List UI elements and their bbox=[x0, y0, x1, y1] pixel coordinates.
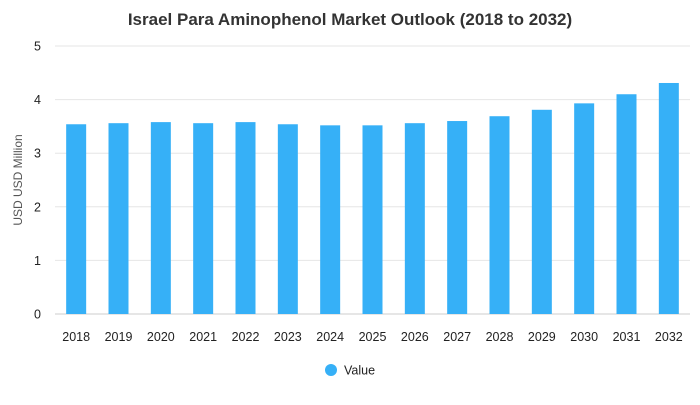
y-tick-label: 2 bbox=[34, 200, 41, 214]
x-tick-label: 2019 bbox=[105, 330, 133, 344]
bar-2026[interactable] bbox=[404, 123, 425, 315]
legend-swatch-value[interactable] bbox=[325, 364, 337, 376]
bar-2020[interactable] bbox=[150, 122, 171, 314]
x-tick-label: 2024 bbox=[316, 330, 344, 344]
bar-2032[interactable] bbox=[658, 82, 679, 314]
y-tick-label: 3 bbox=[34, 147, 41, 161]
x-axis-ticks: 2018 2019 2020 2021 2022 2023 2024 2025 2026 2027… bbox=[62, 330, 683, 344]
legend-label-value[interactable]: Value bbox=[344, 364, 375, 378]
x-tick-label: 2020 bbox=[147, 330, 175, 344]
bar-2019[interactable] bbox=[108, 123, 129, 315]
x-tick-label: 2032 bbox=[655, 330, 683, 344]
x-tick-label: 2025 bbox=[359, 330, 387, 344]
chart-title: Israel Para Aminophenol Market Outlook (… bbox=[128, 10, 572, 29]
y-tick-label: 1 bbox=[34, 254, 41, 268]
legend[interactable]: Value bbox=[325, 364, 375, 378]
bar-2023[interactable] bbox=[277, 124, 298, 314]
y-axis-label: USD USD Million bbox=[11, 134, 25, 225]
x-tick-label: 2026 bbox=[401, 330, 429, 344]
bar-2018[interactable] bbox=[66, 124, 87, 314]
y-axis-ticks: 0 1 2 3 4 5 bbox=[34, 40, 41, 322]
y-tick-label: 5 bbox=[34, 40, 41, 54]
x-tick-label: 2031 bbox=[613, 330, 641, 344]
bar-2025[interactable] bbox=[362, 125, 383, 314]
bar-2030[interactable] bbox=[574, 103, 595, 315]
bar-2028[interactable] bbox=[489, 116, 510, 314]
y-tick-label: 4 bbox=[34, 93, 41, 107]
bars bbox=[66, 82, 679, 315]
x-tick-label: 2022 bbox=[232, 330, 260, 344]
bar-2021[interactable] bbox=[193, 123, 214, 315]
bar-2029[interactable] bbox=[531, 109, 552, 314]
x-tick-label: 2021 bbox=[189, 330, 217, 344]
bar-2024[interactable] bbox=[320, 125, 341, 314]
x-tick-label: 2023 bbox=[274, 330, 302, 344]
x-tick-label: 2030 bbox=[570, 330, 598, 344]
x-tick-label: 2027 bbox=[443, 330, 471, 344]
y-tick-label: 0 bbox=[34, 308, 41, 322]
x-tick-label: 2029 bbox=[528, 330, 556, 344]
x-tick-label: 2018 bbox=[62, 330, 90, 344]
x-tick-label: 2028 bbox=[486, 330, 514, 344]
bar-2027[interactable] bbox=[447, 121, 468, 314]
bar-2031[interactable] bbox=[616, 94, 637, 315]
bar-2022[interactable] bbox=[235, 122, 256, 314]
